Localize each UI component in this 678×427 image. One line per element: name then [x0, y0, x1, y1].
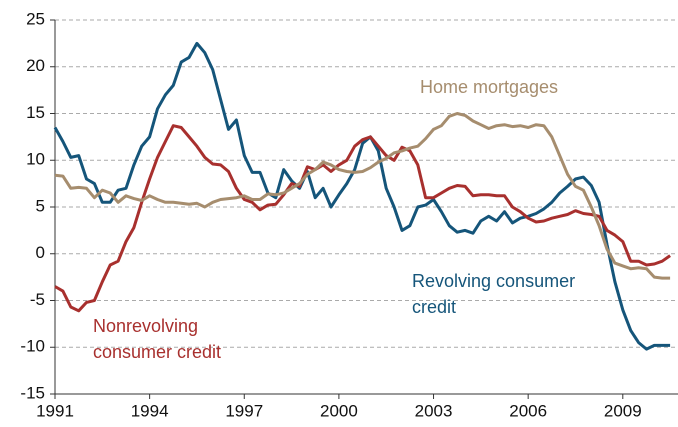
annotation: Nonrevolving — [93, 316, 198, 336]
x-tick-label: 1994 — [131, 401, 169, 420]
y-tick-label: -15 — [20, 383, 45, 402]
annotation: Revolving consumer — [412, 271, 575, 291]
y-tick-label: 25 — [26, 9, 45, 28]
series-line — [54, 112, 671, 280]
y-tick-label: 10 — [26, 150, 45, 169]
y-tick-label: 5 — [36, 196, 45, 215]
x-tick-label: 1991 — [36, 401, 74, 420]
x-tick-label: 2006 — [509, 401, 547, 420]
y-tick-label: 20 — [26, 56, 45, 75]
x-tick-label: 1997 — [225, 401, 263, 420]
series-line — [53, 41, 671, 351]
annotation: consumer credit — [93, 342, 221, 362]
y-tick-label: -10 — [20, 337, 45, 356]
x-tick-label: 2000 — [320, 401, 358, 420]
x-tick-label: 2009 — [604, 401, 642, 420]
series-line — [54, 124, 671, 313]
annotation: credit — [412, 297, 456, 317]
y-tick-label: -5 — [30, 290, 45, 309]
x-tick-label: 2003 — [415, 401, 453, 420]
y-tick-label: 0 — [36, 243, 45, 262]
y-tick-label: 15 — [26, 103, 45, 122]
annotation: Home mortgages — [420, 77, 558, 97]
